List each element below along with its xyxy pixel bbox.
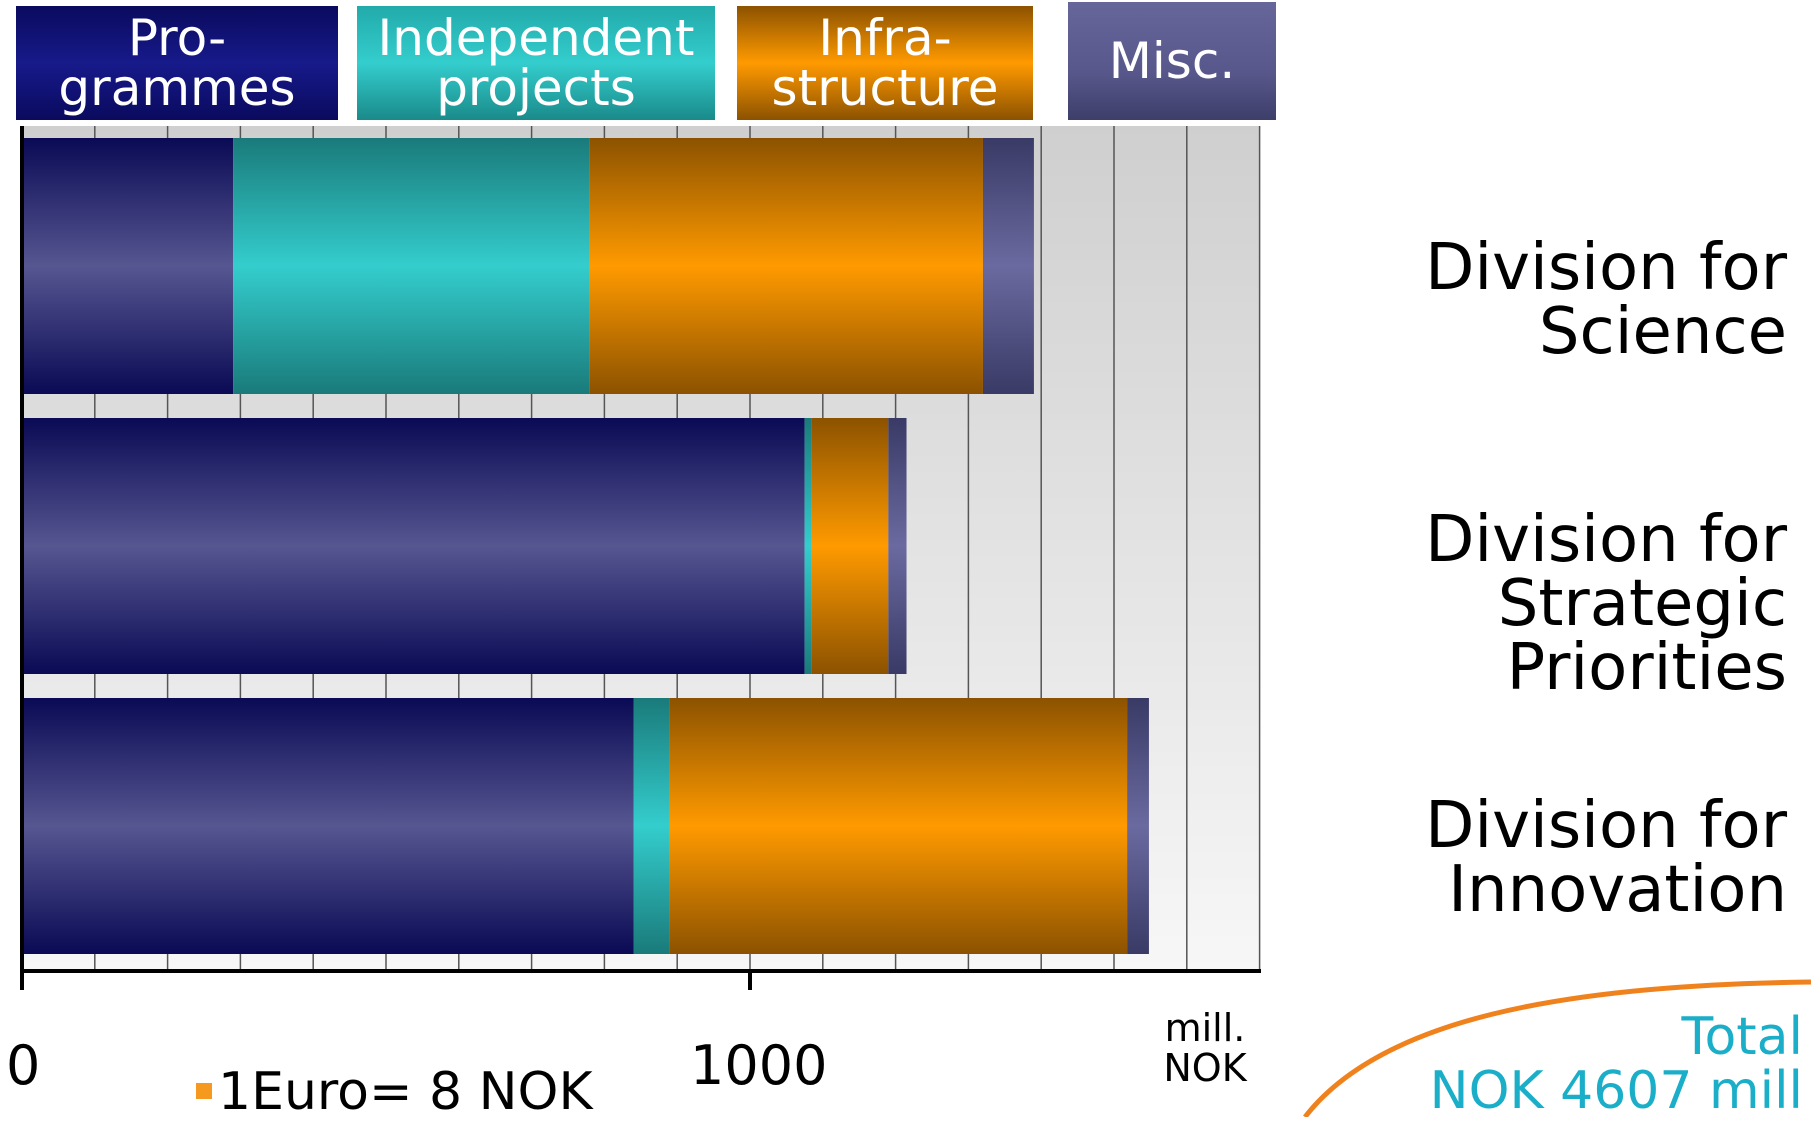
bar-science-infrastructure (589, 138, 983, 394)
legend-misc: Misc. (1068, 2, 1276, 120)
bar-strategic-priorities-independent-projects (804, 418, 812, 674)
bar-innovation-misc (1127, 698, 1149, 954)
bar-science-misc (982, 138, 1034, 394)
bar-innovation-independent-projects (633, 698, 670, 954)
decorative-arc (1303, 979, 1811, 1117)
bar-strategic-priorities-programmes (22, 418, 805, 674)
x-unit-label: mill. NOK (1163, 1006, 1247, 1090)
bar-innovation-infrastructure (669, 698, 1128, 954)
currency-note-text: 1Euro= 8 NOK (218, 1062, 593, 1122)
legend-infrastructure: Infra- structure (737, 6, 1033, 120)
currency-note: 1Euro= 8 NOK (196, 1062, 593, 1122)
category-label-innovation: Division for Innovation (1425, 789, 1787, 927)
x-tick-label-1000: 1000 (690, 1034, 828, 1097)
legend-independent-projects: Independent projects (357, 6, 715, 120)
bar-innovation-programmes (22, 698, 634, 954)
category-label-science: Division for Science (1425, 231, 1787, 369)
x-tick-label-0: 0 (6, 1034, 41, 1097)
bar-strategic-priorities-infrastructure (811, 418, 889, 674)
total-label: Total NOK 4607 mill (1429, 1007, 1803, 1121)
category-label-strategic-priorities: Division for Strategic Priorities (1425, 503, 1787, 705)
legend-programmes: Pro- grammes (16, 6, 338, 120)
bar-science-independent-projects (233, 138, 590, 394)
bar-science-programmes (22, 138, 234, 394)
note-bullet-icon (196, 1083, 212, 1099)
bar-strategic-priorities-misc (888, 418, 907, 674)
